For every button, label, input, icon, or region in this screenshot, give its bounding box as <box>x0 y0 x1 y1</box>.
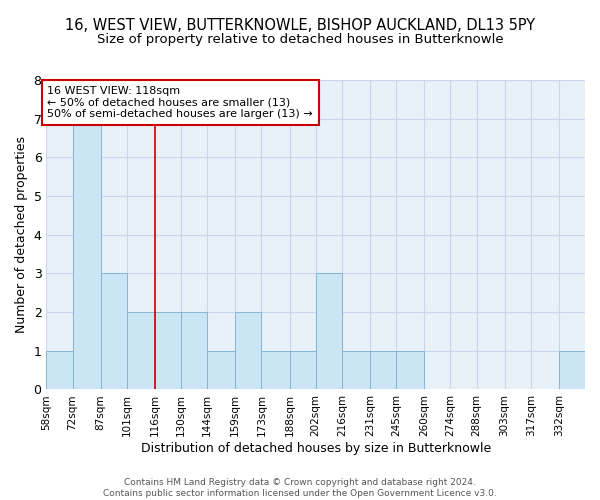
Y-axis label: Number of detached properties: Number of detached properties <box>15 136 28 333</box>
Bar <box>46 351 73 390</box>
Bar <box>262 351 290 390</box>
Bar <box>290 351 316 390</box>
Text: 16 WEST VIEW: 118sqm
← 50% of detached houses are smaller (13)
50% of semi-detac: 16 WEST VIEW: 118sqm ← 50% of detached h… <box>47 86 313 119</box>
Bar <box>155 312 181 390</box>
Text: Size of property relative to detached houses in Butterknowle: Size of property relative to detached ho… <box>97 32 503 46</box>
Bar <box>316 274 342 390</box>
Bar <box>207 351 235 390</box>
Bar <box>73 118 101 390</box>
Bar <box>181 312 207 390</box>
Text: Contains HM Land Registry data © Crown copyright and database right 2024.
Contai: Contains HM Land Registry data © Crown c… <box>103 478 497 498</box>
Bar <box>396 351 424 390</box>
X-axis label: Distribution of detached houses by size in Butterknowle: Distribution of detached houses by size … <box>140 442 491 455</box>
Bar <box>235 312 262 390</box>
Bar <box>342 351 370 390</box>
Bar <box>559 351 585 390</box>
Text: 16, WEST VIEW, BUTTERKNOWLE, BISHOP AUCKLAND, DL13 5PY: 16, WEST VIEW, BUTTERKNOWLE, BISHOP AUCK… <box>65 18 535 32</box>
Bar <box>127 312 155 390</box>
Bar <box>370 351 396 390</box>
Bar <box>101 274 127 390</box>
